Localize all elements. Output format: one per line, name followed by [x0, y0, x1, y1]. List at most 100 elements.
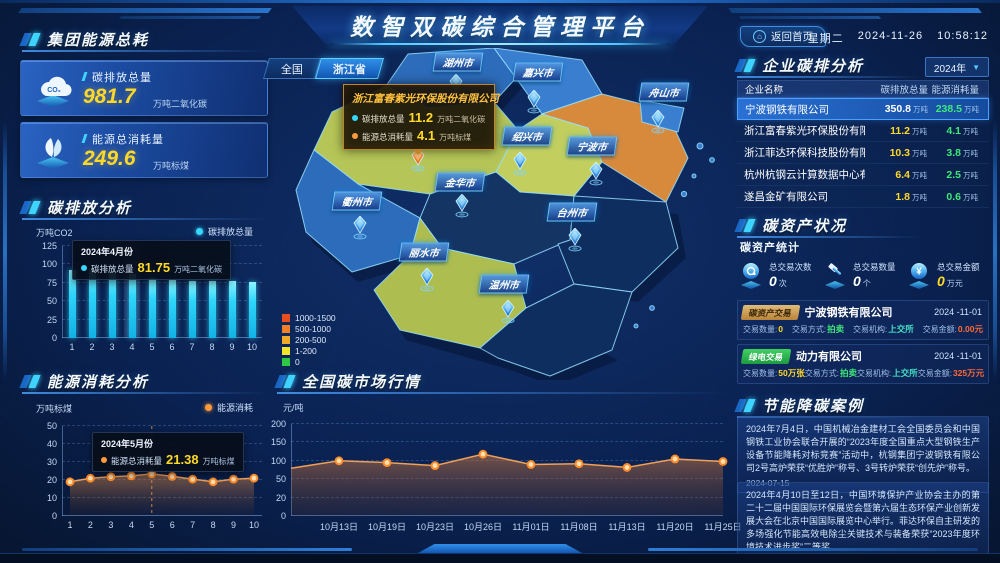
market-line [290, 449, 728, 516]
energy-point[interactable] [208, 477, 218, 487]
energy-cell: 238.5 万吨 [935, 103, 979, 115]
table-row[interactable]: 浙江菲达环保科技股份有限公 10.3万吨 3.8万吨 [737, 142, 989, 164]
city-label[interactable]: 衢州市 [331, 191, 383, 211]
year-filter-dropdown[interactable]: 2024年 ▼ [925, 57, 989, 77]
x-tick-label: 4 [129, 342, 135, 352]
energy-point[interactable] [86, 473, 95, 483]
city-pin-icon[interactable] [352, 216, 368, 240]
section-icon [734, 58, 756, 72]
tooltip-value: 4.1 [417, 128, 436, 143]
table-row[interactable]: 遂昌金矿有限公司 1.8 万吨 0.6 万吨 [737, 186, 989, 208]
market-point[interactable] [382, 458, 392, 468]
stat-text: 总交易数量 0 个 [853, 262, 896, 289]
chevron-down-icon: ▼ [972, 62, 981, 72]
energy-point[interactable] [167, 472, 177, 481]
city-label[interactable]: 台州市 [546, 202, 598, 222]
trade-type-badge: 绿电交易 [740, 348, 792, 364]
market-point[interactable] [334, 456, 344, 466]
section-title: 碳资产状况 [762, 217, 848, 235]
stat-text: 总交易次数 0 次 [769, 262, 812, 289]
trade-card[interactable]: 碳资产交易 宁波钢铁有限公司 2024 -11-01 交易数量:0 交易方式:拍卖 交易机… [737, 300, 989, 340]
energy-tooltip: 2024年5月份 能源总消耗量 21.38 万吨标煤 [92, 432, 244, 472]
x-tick-label: 11月20日 [656, 522, 694, 532]
city-label[interactable]: 宁波市 [566, 136, 618, 156]
emission-bar[interactable] [68, 269, 76, 338]
emission-bar[interactable] [148, 277, 156, 338]
city-label[interactable]: 湖州市 [432, 52, 484, 72]
emission-bar[interactable] [128, 273, 136, 338]
svg-text:¥: ¥ [916, 267, 922, 278]
city-pin-icon[interactable] [567, 228, 583, 252]
city-label[interactable]: 温州市 [478, 274, 530, 294]
energy-point[interactable] [106, 472, 116, 482]
y-tick-label: 10 [46, 493, 57, 503]
energy-legend[interactable]: 能源消耗 [205, 401, 253, 414]
city-pin-icon[interactable] [650, 110, 666, 134]
city-pin-icon[interactable] [500, 300, 516, 324]
energy-point[interactable] [65, 477, 75, 487]
market-point[interactable] [574, 459, 584, 469]
gridline [291, 441, 723, 443]
city-pin-icon[interactable] [526, 90, 542, 114]
section-icon [19, 374, 41, 388]
emission-bar[interactable] [248, 282, 256, 338]
emission-bar[interactable] [88, 270, 96, 338]
trade-date: 2024 -11-01 [934, 351, 982, 361]
trade-field: 交易数量:0 [743, 323, 783, 334]
emission-bar[interactable] [168, 279, 176, 338]
section-emission-analysis: 碳排放分析 [19, 198, 268, 220]
legend-swatch [282, 324, 290, 333]
city-label[interactable]: 金华市 [434, 172, 486, 192]
trade-card[interactable]: 绿电交易 动力有限公司 2024 -11-01 交易数量:50万张 交易方式:拍卖 交易机… [737, 344, 989, 384]
market-point[interactable] [430, 461, 440, 470]
column-header: 能源消耗量 [931, 85, 979, 96]
emission-bar[interactable] [188, 280, 196, 338]
section-title: 能源消耗分析 [47, 373, 150, 391]
emission-bar[interactable] [208, 280, 216, 338]
emission-bar[interactable] [108, 271, 116, 338]
energy-point[interactable] [188, 474, 198, 484]
energy-point[interactable] [249, 473, 259, 483]
market-point[interactable] [622, 463, 632, 472]
trade-field: 交易金额:0.00元 [922, 324, 983, 334]
market-point[interactable] [670, 454, 680, 464]
case-card[interactable]: 2024年7月4日，中国机械冶金建材工会全国委员会和中国钢铁工业协会联合开展的“… [737, 416, 989, 494]
energy-point[interactable] [229, 474, 238, 484]
city-pin-icon[interactable] [588, 162, 604, 186]
city-label[interactable]: 绍兴市 [501, 126, 553, 146]
card-value: 249.6 [83, 147, 136, 170]
gavel-icon [822, 261, 848, 291]
energy-point[interactable] [126, 471, 136, 481]
city-label[interactable]: 丽水市 [398, 242, 450, 262]
x-tick-label: 8 [210, 520, 216, 530]
y-tick-label: 0 [51, 333, 57, 343]
emission-bar[interactable] [228, 281, 236, 338]
home-button[interactable]: ⌂ 返回首页 [740, 26, 826, 47]
city-label[interactable]: 舟山市 [638, 82, 690, 102]
trade-field: 交易方式:拍卖 [804, 368, 857, 378]
section-enterprise-analysis: 企业碳排分析 [734, 56, 921, 78]
emission-cell: 10.3 万吨 [889, 146, 927, 159]
svg-text:CO₂: CO₂ [47, 87, 61, 94]
card-unit: 万吨二氧化碳 [153, 99, 208, 109]
city-pin-icon[interactable] [512, 152, 528, 176]
market-point[interactable] [526, 460, 536, 469]
section-icon [19, 32, 41, 46]
card-value: 981.7 [83, 85, 136, 108]
city-label[interactable]: 嘉兴市 [512, 62, 564, 82]
energy-cell: 2.5 万吨 [946, 168, 978, 181]
emission-tooltip: 2024年4月份 碳排放总量 81.75 万吨二氧化碳 [72, 240, 232, 280]
table-row[interactable]: 宁波钢铁有限公司 350.8 万吨 238.5 万吨 [737, 98, 989, 120]
market-point[interactable] [478, 449, 488, 459]
x-tick-label: 9 [229, 342, 235, 352]
city-pin-icon[interactable] [419, 268, 435, 292]
market-point[interactable] [718, 457, 728, 466]
card-energy-total: 能源总消耗量 249.6 万吨标煤 [20, 122, 268, 178]
table-row[interactable]: 浙江富春紫光环保股份有限公司 11.2万吨 4.1万吨 [737, 120, 989, 142]
city-pin-icon[interactable] [454, 194, 470, 218]
energy-line-chart: 0 10 20 30 40 50 1 2 3 4 5 6 7 8 9 10 [47, 421, 262, 530]
section-icon [19, 200, 41, 214]
emission-legend[interactable]: 碳排放总量 [196, 225, 253, 238]
table-row[interactable]: 杭州杭钢云计算数据中心有限公司 6.4万吨 2.5万吨 [737, 164, 989, 186]
x-tick-label: 7 [189, 342, 195, 352]
